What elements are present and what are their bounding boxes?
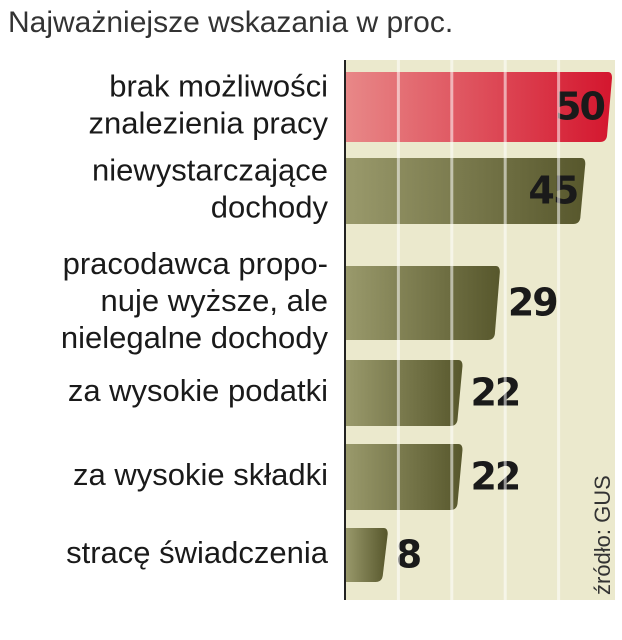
bar — [345, 360, 463, 426]
value-label: 45 — [528, 169, 577, 213]
value-label: 50 — [555, 85, 604, 129]
category-label: za wysokie składki — [73, 457, 328, 492]
bar — [345, 158, 586, 224]
bar — [345, 528, 388, 582]
category-label: nuje wyższe, ale — [101, 283, 328, 318]
bar — [345, 266, 500, 340]
category-label: nielegalne dochody — [61, 320, 329, 355]
bar — [345, 444, 463, 510]
value-label: 22 — [470, 371, 519, 415]
category-label: brak możliwości — [109, 69, 328, 104]
category-label: za wysokie podatki — [68, 373, 328, 408]
value-label: 8 — [396, 533, 421, 577]
bar — [345, 72, 612, 142]
chart-title: Najważniejsze wskazania w proc. — [8, 6, 453, 39]
category-label: niewystarczające — [92, 153, 328, 188]
category-label: pracodawca propo- — [63, 246, 328, 281]
value-label: 29 — [508, 281, 557, 325]
value-label: 22 — [470, 455, 519, 499]
category-label: znalezienia pracy — [88, 106, 328, 141]
category-label: stracę świadczenia — [66, 535, 329, 570]
category-label: dochody — [211, 190, 329, 225]
source: źródło: GUS — [590, 475, 615, 595]
